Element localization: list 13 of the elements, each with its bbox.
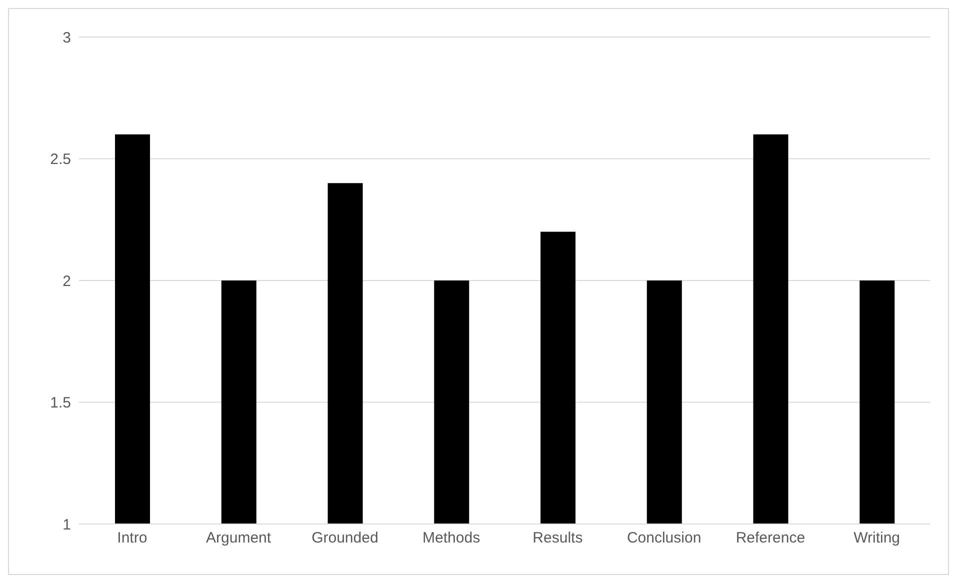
x-tick-label: Methods <box>422 530 480 547</box>
x-tick-label: Conclusion <box>626 530 702 547</box>
x-tick-label: Results <box>532 530 583 547</box>
x-tick-label: Writing <box>854 530 900 547</box>
x-tick-label: Grounded <box>312 530 378 547</box>
y-tick-label: 3 <box>62 29 71 46</box>
y-tick-label: 1.5 <box>50 394 71 412</box>
y-tick-label: 2 <box>62 272 71 290</box>
x-tick-label: Reference <box>736 530 806 547</box>
y-tick-label: 1 <box>62 516 71 534</box>
y-tick-label: 2.5 <box>50 151 71 168</box>
x-tick-label: Intro <box>117 530 148 547</box>
x-tick-label: Argument <box>206 530 272 547</box>
